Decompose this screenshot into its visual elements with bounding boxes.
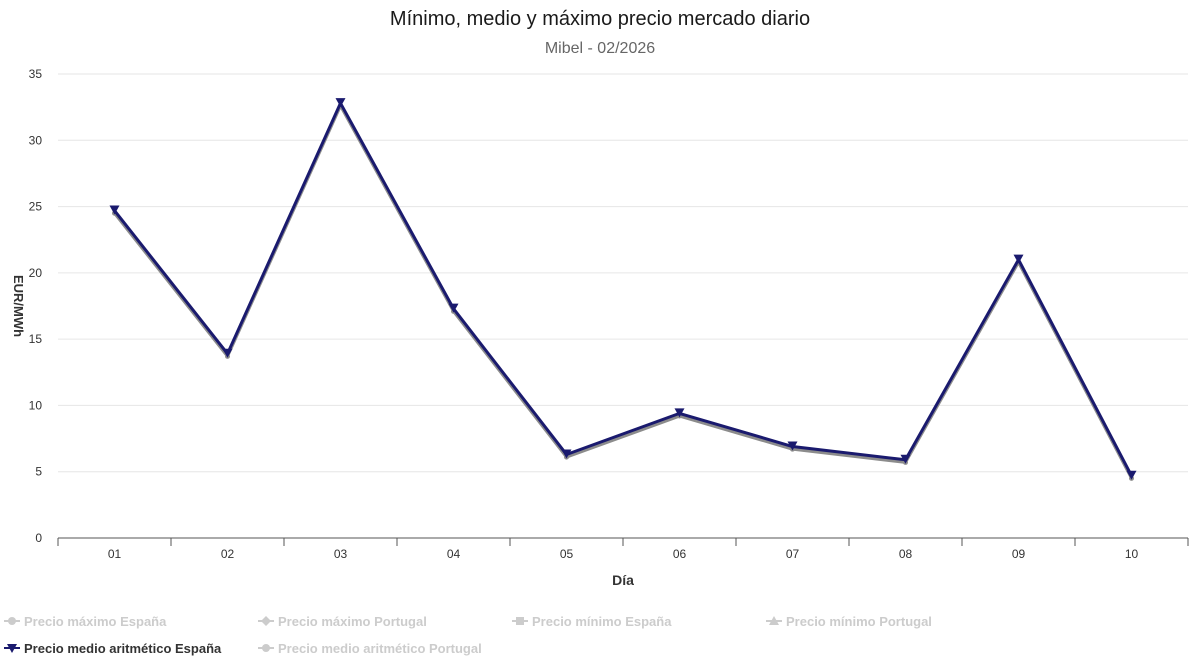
x-tick-label: 05 bbox=[560, 547, 574, 561]
data-point bbox=[900, 454, 911, 464]
chart-subtitle: Mibel - 02/2026 bbox=[544, 40, 656, 57]
y-tick-label: 0 bbox=[35, 531, 42, 545]
series-line bbox=[113, 101, 1133, 478]
legend-item-precio-minimo-espana[interactable]: Precio mínimo España bbox=[512, 611, 671, 631]
legend-label: Precio máximo España bbox=[24, 613, 167, 629]
x-tick-label: 07 bbox=[786, 547, 800, 561]
data-point bbox=[787, 441, 798, 451]
legend-label: Precio máximo Portugal bbox=[278, 613, 427, 629]
legend-diamond-icon bbox=[258, 616, 274, 626]
chart-legend: Precio máximo España Precio máximo Portu… bbox=[0, 610, 1200, 666]
x-tick-label: 01 bbox=[108, 547, 122, 561]
y-axis-title: EUR/MWh bbox=[11, 275, 26, 337]
legend-item-precio-medio-espana[interactable]: Precio medio aritmético España bbox=[4, 638, 221, 658]
data-point bbox=[674, 408, 685, 418]
x-tick-label: 09 bbox=[1012, 547, 1026, 561]
legend-item-precio-maximo-espana[interactable]: Precio máximo España bbox=[4, 611, 166, 631]
legend-triangle-down-icon bbox=[4, 644, 20, 653]
x-tick-label: 10 bbox=[1125, 547, 1139, 561]
y-tick-label: 15 bbox=[29, 332, 43, 346]
data-point bbox=[1126, 470, 1137, 480]
y-tick-label: 30 bbox=[29, 133, 43, 147]
data-point bbox=[335, 98, 346, 108]
x-tick-label: 02 bbox=[221, 547, 235, 561]
x-tick-label: 03 bbox=[334, 547, 348, 561]
legend-item-precio-maximo-portugal[interactable]: Precio máximo Portugal bbox=[258, 611, 427, 631]
x-tick-label: 04 bbox=[447, 547, 461, 561]
x-tick-label: 06 bbox=[673, 547, 687, 561]
data-point bbox=[109, 205, 120, 215]
legend-label: Precio medio aritmético Portugal bbox=[278, 640, 482, 656]
legend-triangle-icon bbox=[766, 616, 782, 625]
legend-label: Precio mínimo Portugal bbox=[786, 613, 932, 629]
y-tick-label: 20 bbox=[29, 266, 43, 280]
data-point bbox=[222, 348, 233, 358]
y-tick-label: 25 bbox=[29, 200, 43, 214]
y-tick-label: 10 bbox=[29, 398, 43, 412]
legend-circle-icon bbox=[4, 617, 20, 625]
legend-label: Precio medio aritmético España bbox=[24, 640, 222, 656]
legend-item-precio-minimo-portugal[interactable]: Precio mínimo Portugal bbox=[766, 611, 932, 631]
chart-title: Mínimo, medio y máximo precio mercado di… bbox=[389, 8, 811, 30]
series-line bbox=[113, 104, 1133, 480]
y-tick-label: 5 bbox=[35, 465, 42, 479]
y-tick-label: 35 bbox=[29, 67, 43, 81]
data-point bbox=[1013, 254, 1024, 264]
data-point bbox=[448, 303, 459, 313]
x-axis-title: Día bbox=[612, 572, 634, 588]
data-point bbox=[561, 449, 572, 459]
legend-label: Precio mínimo España bbox=[532, 613, 672, 629]
legend-square-icon bbox=[512, 617, 528, 625]
legend-circle-icon bbox=[258, 644, 274, 652]
legend-item-precio-medio-portugal[interactable]: Precio medio aritmético Portugal bbox=[258, 638, 482, 658]
x-tick-label: 08 bbox=[899, 547, 913, 561]
